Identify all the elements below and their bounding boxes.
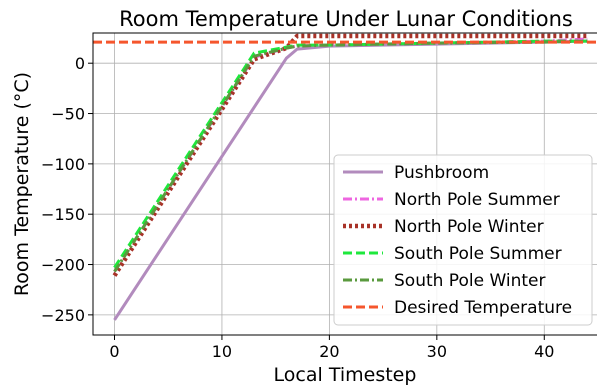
y-axis-label: Room Temperature (°C) bbox=[11, 72, 33, 296]
x-axis-label: Local Timestep bbox=[274, 364, 417, 386]
y-tick-label: 0 bbox=[75, 54, 85, 73]
legend-label: Desired Temperature bbox=[394, 298, 572, 318]
legend-label: South Pole Winter bbox=[394, 271, 546, 291]
series-line-3 bbox=[112, 33, 588, 277]
x-tick-label: 0 bbox=[109, 342, 119, 361]
legend-label: North Pole Winter bbox=[394, 217, 544, 237]
legend-box bbox=[333, 154, 593, 326]
x-tick-label: 20 bbox=[319, 342, 339, 361]
x-tick-label: 30 bbox=[427, 342, 447, 361]
legend: Pushbroom North Pole Summer North Pole Win… bbox=[333, 154, 593, 326]
series-layer bbox=[93, 33, 597, 321]
legend-label: North Pole Summer bbox=[394, 190, 560, 210]
legend-label: Pushbroom bbox=[394, 163, 489, 183]
x-tick-label: 10 bbox=[212, 342, 232, 361]
x-tick-label: 40 bbox=[534, 342, 554, 361]
axis-ticks: 0 10 20 30 40 0 −50 −100 −150 −200 −250 bbox=[41, 54, 554, 361]
y-tick-label: −200 bbox=[41, 256, 85, 275]
plot-frame bbox=[92, 32, 597, 336]
y-tick-label: −100 bbox=[41, 155, 85, 174]
y-tick-label: −250 bbox=[41, 306, 85, 325]
chart-title: Room Temperature Under Lunar Conditions bbox=[119, 7, 573, 31]
y-tick-label: −150 bbox=[41, 205, 85, 224]
legend-label: South Pole Summer bbox=[394, 244, 562, 264]
y-tick-label: −50 bbox=[51, 105, 85, 124]
